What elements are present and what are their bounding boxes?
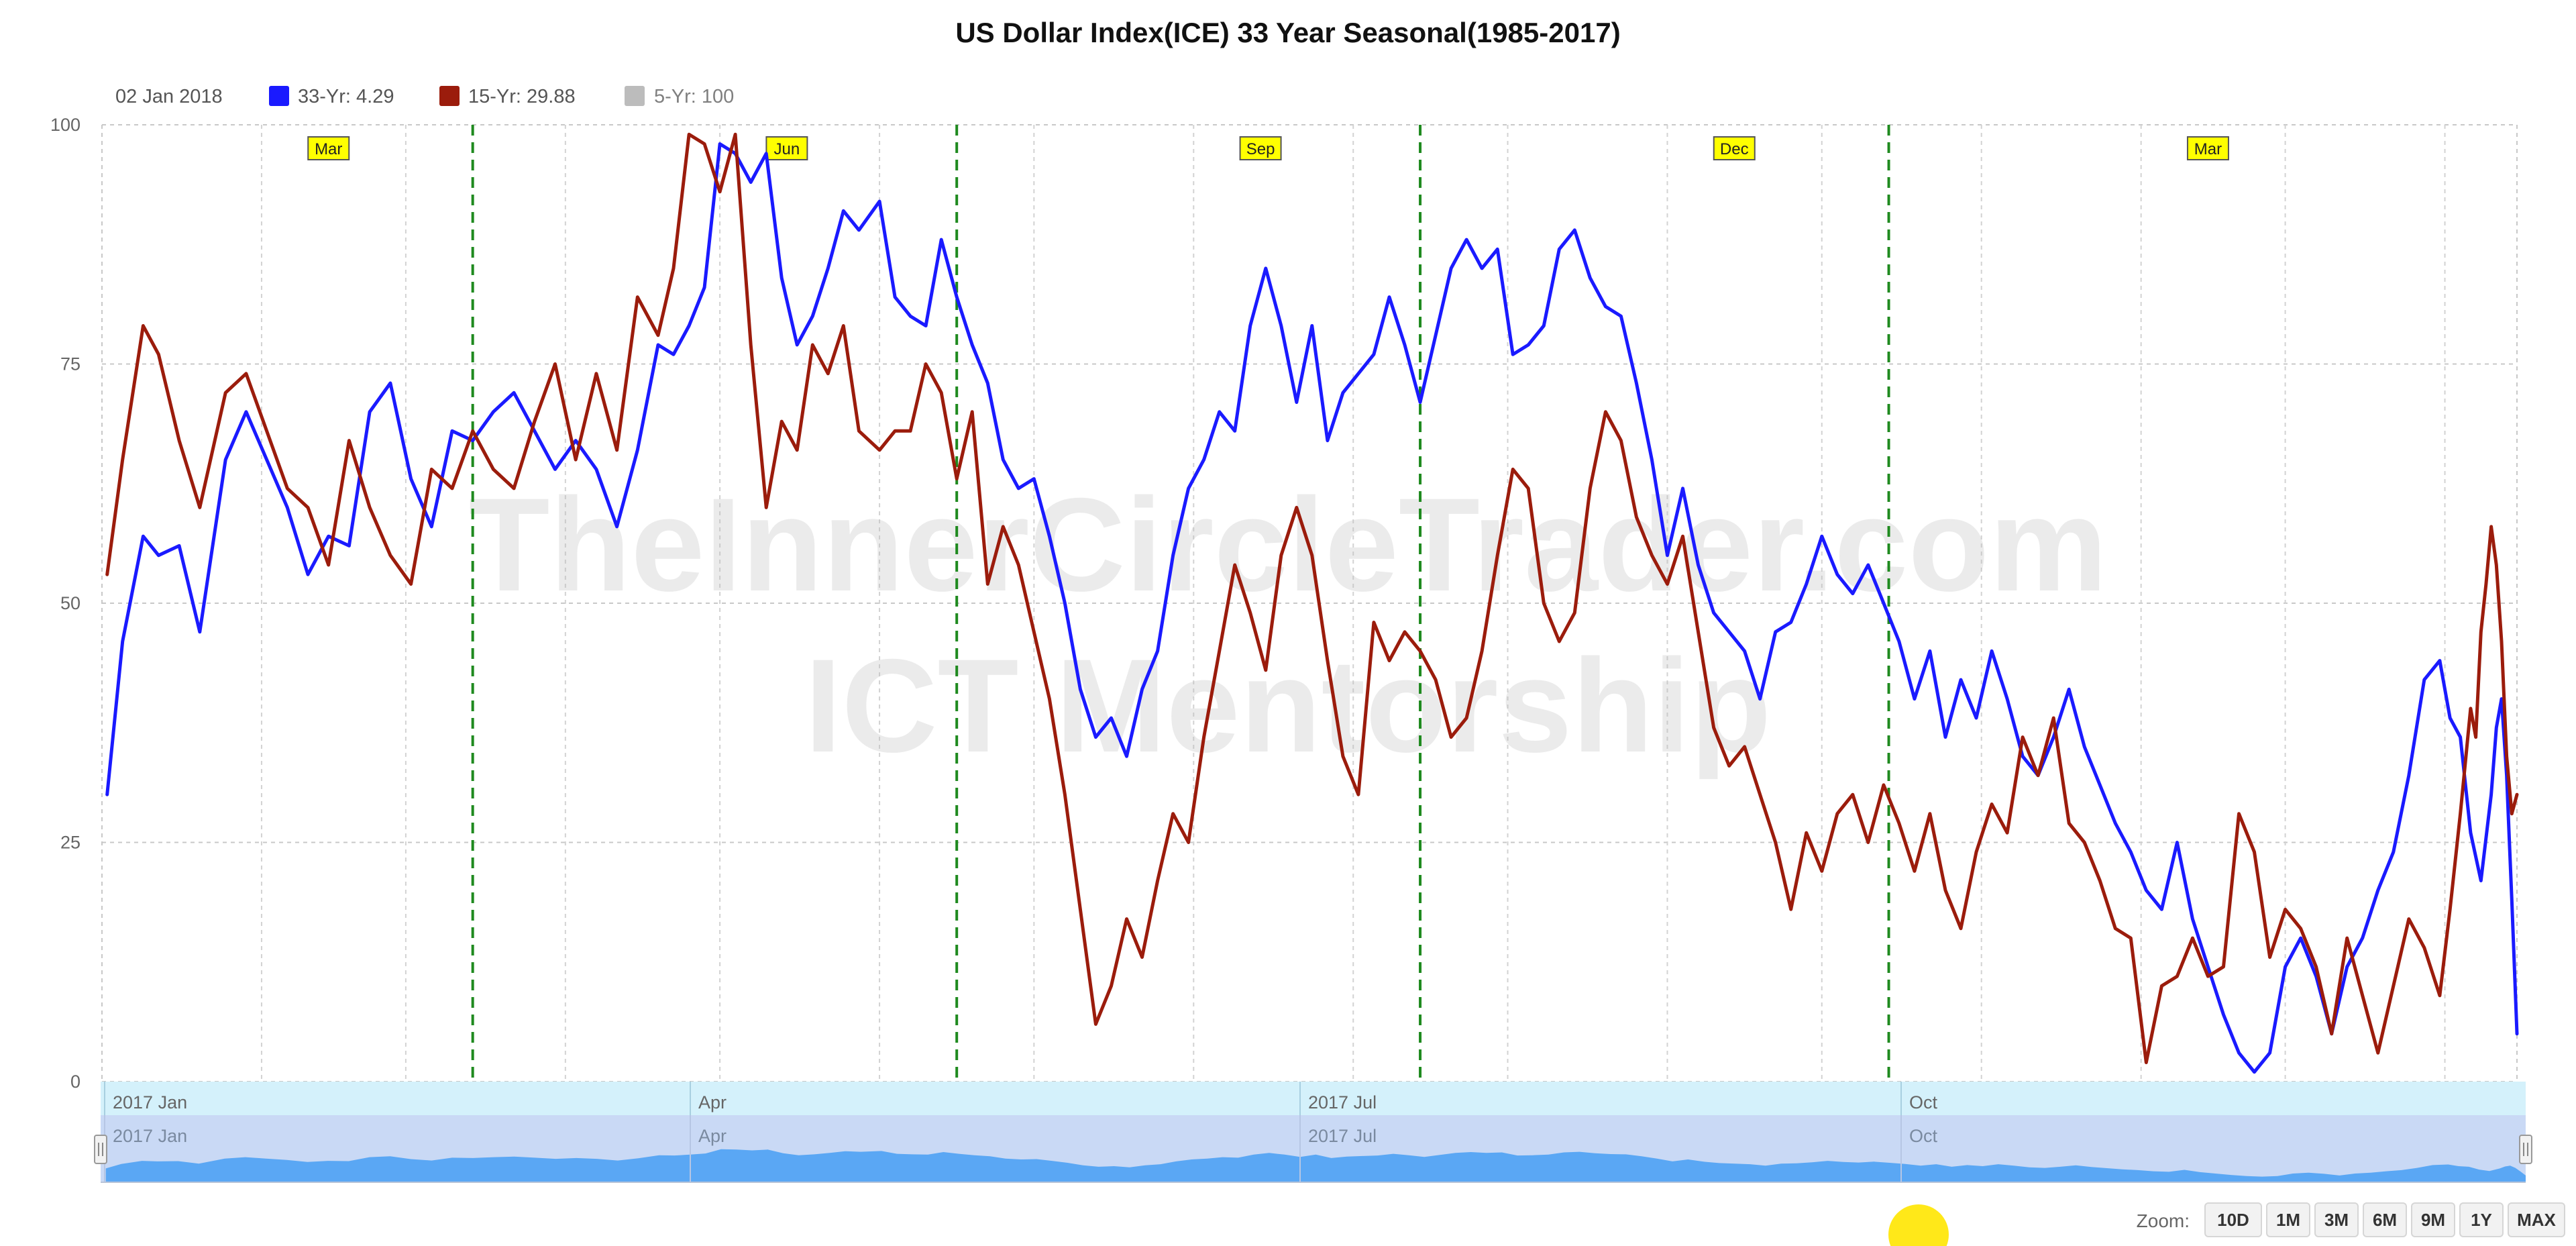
navigator-band-label: Oct bbox=[1909, 1092, 1938, 1112]
legend-label-15yr: 15-Yr: 29.88 bbox=[468, 86, 576, 107]
navigator-band-label: Apr bbox=[698, 1092, 727, 1112]
chart-title: US Dollar Index(ICE) 33 Year Seasonal(19… bbox=[955, 17, 1620, 48]
zoom-button-bg bbox=[2314, 1202, 2359, 1237]
zoom-button-label: 9M bbox=[2421, 1210, 2445, 1230]
zoom-button-3m[interactable]: 3M bbox=[2314, 1202, 2359, 1237]
navigator-mask-labels: 2017 Jan Apr 2017 Jul Oct bbox=[104, 1115, 1938, 1182]
navigator-band-label: 2017 Jan bbox=[113, 1092, 187, 1112]
zoom-button-label: 10D bbox=[2217, 1210, 2249, 1230]
month-flag: Sep bbox=[1239, 136, 1282, 160]
zoom-button-label: 1Y bbox=[2471, 1210, 2492, 1230]
zoom-button-label: MAX bbox=[2517, 1210, 2556, 1230]
navigator-band-labels: 2017 Jan Apr 2017 Jul Oct bbox=[104, 1082, 1938, 1115]
watermark-line1: TheInnerCircleTrader.com bbox=[469, 470, 2108, 619]
navigator-handle-left[interactable] bbox=[94, 1135, 107, 1164]
zoom-button-label: 6M bbox=[2373, 1210, 2397, 1230]
zoom-button-bg bbox=[2266, 1202, 2310, 1237]
zoom-button-label: 3M bbox=[2324, 1210, 2349, 1230]
zoom-button-10d[interactable]: 10D bbox=[2204, 1202, 2262, 1237]
legend-label-33yr: 33-Yr: 4.29 bbox=[298, 86, 394, 107]
zoom-label: Zoom: bbox=[2137, 1210, 2190, 1231]
zoom-controls: Zoom: 10D 1M 3M 6M 9M 1Y MAX bbox=[2137, 1202, 2565, 1237]
zoom-button-bg bbox=[2411, 1202, 2455, 1237]
y-tick-label: 100 bbox=[50, 115, 80, 135]
navigator-mask-label: 2017 Jul bbox=[1308, 1126, 1377, 1146]
month-flag-label: Dec bbox=[1720, 140, 1749, 158]
navigator-area bbox=[105, 1149, 2526, 1182]
y-tick-label: 0 bbox=[70, 1072, 80, 1092]
zoom-button-1y[interactable]: 1Y bbox=[2459, 1202, 2504, 1237]
y-tick-label: 75 bbox=[60, 354, 80, 374]
y-tick-label: 25 bbox=[60, 833, 80, 853]
month-flag: Jun bbox=[765, 136, 808, 160]
watermark: TheInnerCircleTrader.com ICT Mentorship bbox=[469, 470, 2108, 780]
month-flag: Mar bbox=[307, 136, 350, 160]
legend: 02 Jan 2018 33-Yr: 4.29 15-Yr: 29.88 5-Y… bbox=[115, 86, 734, 107]
zoom-button-9m[interactable]: 9M bbox=[2411, 1202, 2455, 1237]
month-flag-box bbox=[1239, 136, 1282, 160]
month-flag-label: Jun bbox=[774, 140, 800, 158]
legend-item-15yr[interactable]: 15-Yr: 29.88 bbox=[439, 86, 576, 107]
navigator-mask-label: Oct bbox=[1909, 1126, 1938, 1146]
zoom-button-bg bbox=[2363, 1202, 2407, 1237]
month-flag-box bbox=[307, 136, 350, 160]
zoom-button-bg bbox=[2459, 1202, 2504, 1237]
y-tick-label: 50 bbox=[60, 593, 80, 613]
navigator-mask-label: Apr bbox=[698, 1126, 727, 1146]
zoom-button-label: 1M bbox=[2276, 1210, 2300, 1230]
grid bbox=[101, 124, 2518, 1082]
series-layer bbox=[105, 132, 2519, 1074]
month-flag: Dec bbox=[1713, 136, 1756, 160]
month-flags: Mar Jun Sep Dec Mar bbox=[307, 136, 2229, 160]
legend-swatch-33yr bbox=[269, 86, 289, 106]
month-flag: Mar bbox=[2186, 136, 2229, 160]
zoom-button-bg bbox=[2508, 1202, 2565, 1237]
month-flag-box bbox=[2186, 136, 2229, 160]
zoom-button-1m[interactable]: 1M bbox=[2266, 1202, 2310, 1237]
legend-item-33yr[interactable]: 33-Yr: 4.29 bbox=[269, 86, 394, 107]
month-flag-box bbox=[765, 136, 808, 160]
legend-label-5yr: 5-Yr: 100 bbox=[654, 86, 734, 107]
series-15yr bbox=[105, 132, 2519, 1064]
navigator-mask-label: 2017 Jan bbox=[113, 1126, 187, 1146]
y-axis: 0 25 50 75 100 bbox=[50, 115, 80, 1092]
legend-swatch-5yr bbox=[625, 86, 645, 106]
navigator[interactable]: 2017 Jan Apr 2017 Jul Oct 2017 Jan Apr 2017 J… bbox=[94, 1082, 2532, 1183]
zoom-button-bg bbox=[2204, 1202, 2262, 1237]
month-flag-label: Mar bbox=[2194, 140, 2222, 158]
series-33yr bbox=[105, 142, 2519, 1074]
month-flag-label: Sep bbox=[1246, 140, 1275, 158]
navigator-handle-right[interactable] bbox=[2519, 1135, 2532, 1164]
zoom-buttons: 10D 1M 3M 6M 9M 1Y MAX bbox=[2204, 1202, 2565, 1237]
legend-swatch-15yr bbox=[439, 86, 460, 106]
month-flag-label: Mar bbox=[315, 140, 342, 158]
quarter-lines bbox=[471, 125, 1890, 1082]
zoom-button-6m[interactable]: 6M bbox=[2363, 1202, 2407, 1237]
navigator-band-label: 2017 Jul bbox=[1308, 1092, 1377, 1112]
cursor-highlight bbox=[1888, 1204, 1949, 1246]
watermark-line2: ICT Mentorship bbox=[805, 631, 1772, 780]
zoom-button-max[interactable]: MAX bbox=[2508, 1202, 2565, 1237]
legend-item-5yr[interactable]: 5-Yr: 100 bbox=[625, 86, 734, 107]
month-flag-box bbox=[1713, 136, 1756, 160]
legend-date: 02 Jan 2018 bbox=[115, 86, 223, 107]
navigator-label-band bbox=[101, 1082, 2526, 1115]
